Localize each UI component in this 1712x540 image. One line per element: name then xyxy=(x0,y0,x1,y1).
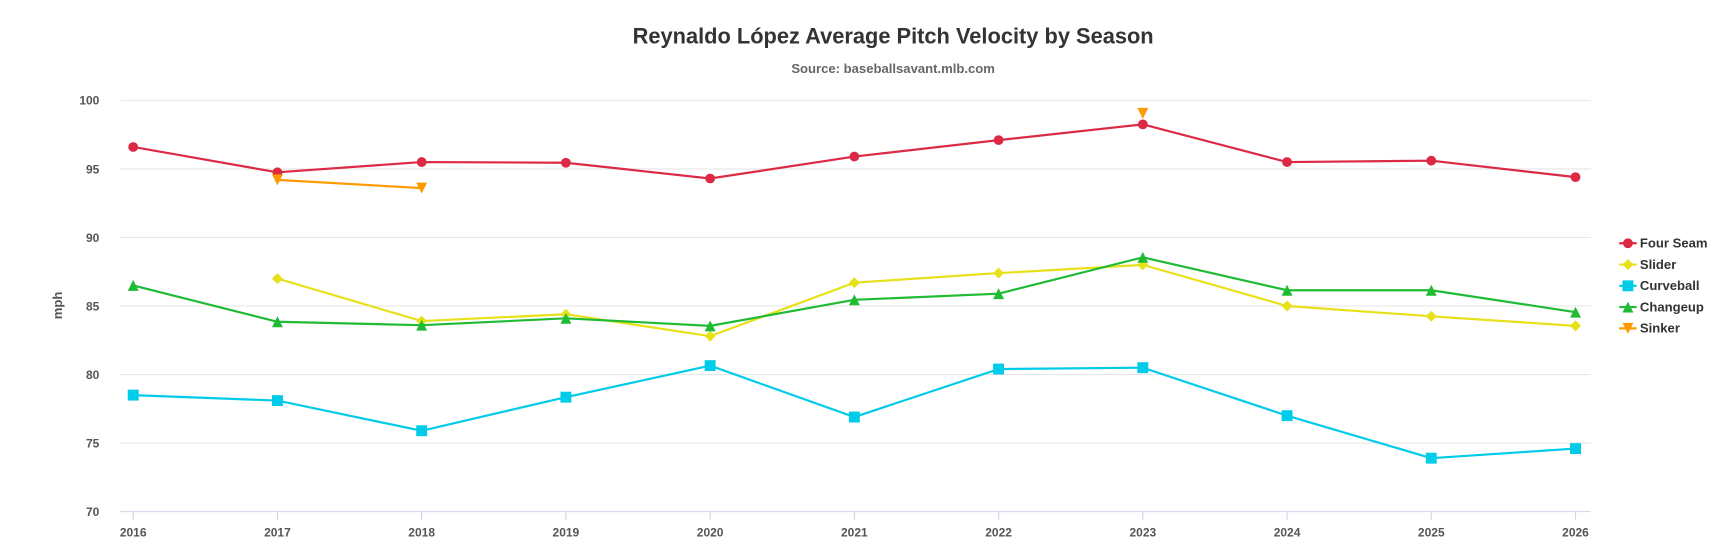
legend-item[interactable]: Four Seam xyxy=(1619,236,1708,251)
data-point xyxy=(848,277,860,289)
y-axis-label: mph xyxy=(50,292,65,320)
data-point xyxy=(416,319,428,331)
data-point xyxy=(271,316,283,328)
data-point xyxy=(1137,251,1149,263)
data-point xyxy=(704,330,716,342)
series-line xyxy=(277,263,1576,338)
y-tick-label: 75 xyxy=(86,436,100,450)
legend-marker-icon xyxy=(1622,301,1634,313)
data-point xyxy=(1570,443,1581,455)
x-tick-label: 2024 xyxy=(1274,526,1301,540)
data-point xyxy=(993,267,1005,279)
legend-marker-icon xyxy=(1623,238,1633,249)
y-tick-label: 95 xyxy=(86,162,100,176)
y-axis-ticks: 70 75 80 85 90 95 100 xyxy=(79,94,99,519)
data-point xyxy=(127,279,139,291)
y-tick-label: 100 xyxy=(79,94,99,108)
legend-marker-icon xyxy=(1622,322,1634,334)
gridlines xyxy=(120,99,1591,513)
data-point xyxy=(848,294,860,306)
data-point xyxy=(1137,362,1149,374)
data-point xyxy=(1570,306,1581,318)
data-point xyxy=(1281,300,1293,312)
data-point xyxy=(705,173,716,184)
data-point xyxy=(560,157,571,168)
x-tick-label: 2023 xyxy=(1129,526,1156,540)
x-tick-label: 2026 xyxy=(1562,526,1589,540)
y-tick-label: 80 xyxy=(86,368,100,382)
legend-label: Changeup xyxy=(1640,299,1704,314)
data-point xyxy=(1570,172,1581,183)
data-point xyxy=(1137,119,1148,130)
data-point xyxy=(993,363,1005,375)
data-point xyxy=(271,174,283,186)
data-point xyxy=(1570,320,1581,332)
legend-item[interactable]: Changeup xyxy=(1619,299,1704,314)
data-point xyxy=(704,360,716,372)
x-tick-label: 2020 xyxy=(697,526,724,540)
legend-label: Curveball xyxy=(1640,278,1700,293)
series-curveball xyxy=(127,360,1581,464)
series-four-seam xyxy=(128,119,1581,184)
data-point xyxy=(271,273,283,285)
data-point xyxy=(1425,310,1437,322)
x-tick-label: 2022 xyxy=(985,526,1012,540)
legend-label: Four Seam xyxy=(1640,236,1708,251)
data-point xyxy=(1281,410,1293,422)
data-point xyxy=(560,391,572,403)
x-axis-ticks: 2016 2017 2018 2019 2020 2021 2022 2023 2024 2025… xyxy=(120,511,1589,540)
data-point xyxy=(416,157,427,167)
data-point xyxy=(849,151,860,162)
series-sinker xyxy=(271,107,1149,194)
data-point xyxy=(416,425,428,437)
data-point xyxy=(1137,107,1149,119)
x-tick-label: 2021 xyxy=(841,526,868,540)
legend: Four Seam Slider Curveball Changeup Sinker xyxy=(1619,236,1708,336)
data-point xyxy=(128,142,139,152)
legend-label: Slider xyxy=(1640,257,1676,272)
x-tick-label: 2019 xyxy=(553,526,580,540)
data-point xyxy=(1426,155,1437,166)
x-tick-label: 2016 xyxy=(120,526,147,540)
series-line xyxy=(277,178,422,190)
chart-subtitle: Source: baseballsavant.mlb.com xyxy=(791,61,995,76)
data-point xyxy=(1281,284,1293,296)
y-tick-label: 90 xyxy=(86,231,100,245)
y-tick-label: 70 xyxy=(86,505,100,519)
data-point xyxy=(127,389,139,401)
data-point xyxy=(560,312,572,324)
chart-title: Reynaldo López Average Pitch Velocity by… xyxy=(633,24,1154,49)
data-point xyxy=(704,320,716,332)
series-changeup xyxy=(127,251,1581,332)
data-point xyxy=(271,395,283,407)
data-point xyxy=(416,182,428,194)
data-point xyxy=(1425,284,1437,296)
x-tick-label: 2025 xyxy=(1418,526,1445,540)
legend-marker-icon xyxy=(1622,259,1634,270)
y-tick-label: 85 xyxy=(86,299,100,313)
legend-marker-icon xyxy=(1622,280,1634,292)
x-tick-label: 2017 xyxy=(264,526,291,540)
legend-item[interactable]: Sinker xyxy=(1619,321,1680,336)
series-line xyxy=(133,123,1576,180)
data-point xyxy=(993,288,1005,300)
series-line xyxy=(132,256,1576,327)
series-slider xyxy=(271,259,1581,342)
data-point xyxy=(1425,452,1437,464)
legend-item[interactable]: Slider xyxy=(1619,257,1676,272)
series-group xyxy=(127,107,1581,464)
legend-label: Sinker xyxy=(1640,321,1680,336)
data-point xyxy=(993,135,1004,146)
data-point xyxy=(1282,157,1292,167)
data-point xyxy=(848,411,860,423)
legend-item[interactable]: Curveball xyxy=(1619,278,1700,293)
x-tick-label: 2018 xyxy=(408,526,435,540)
